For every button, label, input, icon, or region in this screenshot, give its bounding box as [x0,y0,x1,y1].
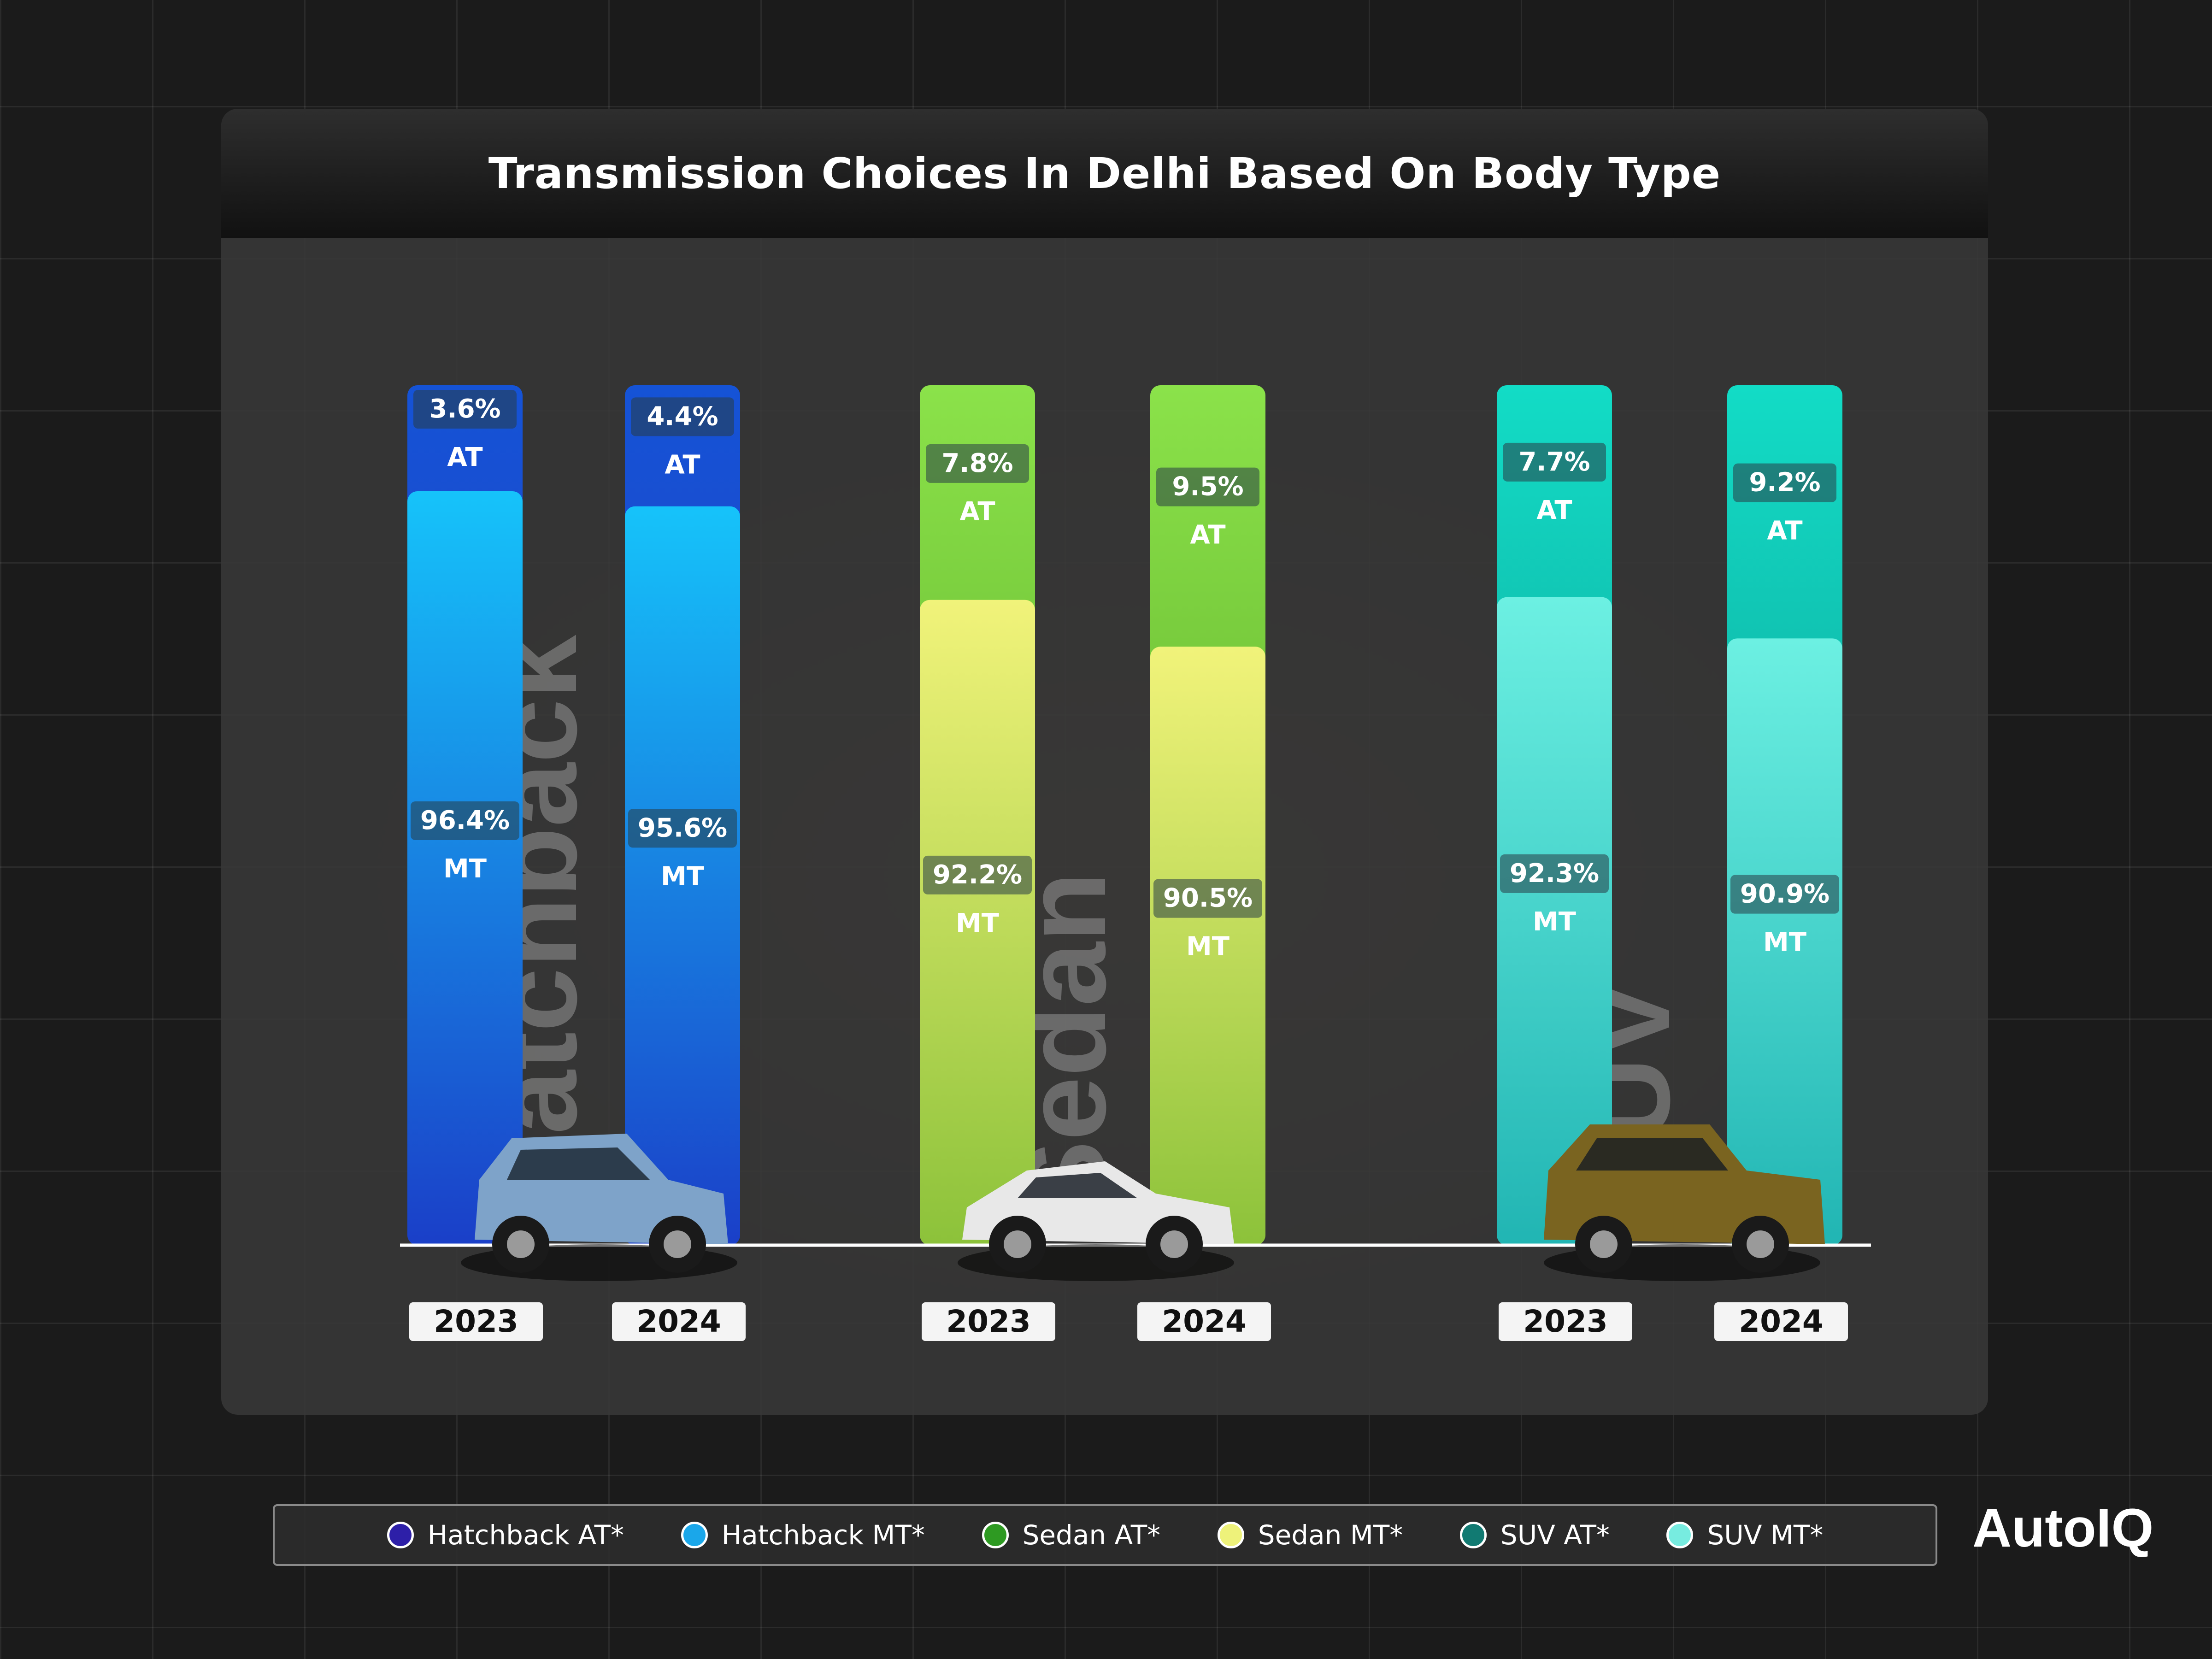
legend-label: Sedan AT* [1022,1519,1161,1551]
sedan-2023-year-label: 2023 [946,1304,1031,1339]
legend-item: SUV MT* [1666,1519,1823,1551]
sedan-2024-year-label: 2024 [1162,1304,1247,1339]
hatchback-2024-mt-value-chip [628,809,737,848]
legend-swatch [982,1522,1009,1548]
hatchback-2024-year-pill [612,1302,746,1341]
hatchback-2023-at-value: 3.6% [429,394,500,424]
sedan-2023-year-pill [922,1302,1055,1341]
hatchback-2023-at-value-chip [413,390,517,429]
chart-header: Transmission Choices In Delhi Based On B… [221,109,1988,238]
sedan-2024-at-value: 9.5% [1172,472,1243,502]
sedan-2023-at-label: AT [959,497,995,527]
legend-item: Sedan AT* [982,1519,1161,1551]
sedan-2024-mt-label: MT [1186,932,1230,962]
hatchback-2024-mt-value: 95.6% [638,813,727,843]
suv-2023-mt-value-chip [1500,854,1609,893]
legend-item: Hatchback MT* [681,1519,925,1551]
brand-logo: AutoIQ [1972,1498,2154,1559]
suv-2024-year-pill [1714,1302,1848,1341]
suv-2024-at-value-chip [1733,463,1836,502]
suv-2024-year-label: 2024 [1739,1304,1824,1339]
sedan-2023-mt-label: MT [956,908,999,938]
suv-2023-mt-label: MT [1533,907,1576,937]
legend-swatch [1217,1522,1244,1548]
suv-2023-mt-bar [1497,597,1612,1245]
legend-swatch [1666,1522,1694,1548]
hatchback-2023-year-pill [409,1302,543,1341]
suv-2024-mt-label: MT [1763,928,1806,958]
sedan-2023-mt-value: 92.2% [933,860,1022,890]
sedan-2023-mt-bar [920,600,1035,1245]
sedan-2024-year-pill [1137,1302,1271,1341]
sedan-2024-mt-value-chip [1153,879,1262,918]
sedan-2023-at-value-chip [926,444,1029,483]
suv-2023-at-value-chip [1503,442,1606,482]
legend-swatch [1459,1522,1487,1548]
sedan-2024-at-value-chip [1156,467,1259,506]
suv-2024-at-label: AT [1767,516,1802,546]
sedan-2024-mt-value: 90.5% [1163,883,1253,913]
hatchback-2023-mt-label: MT [443,854,487,884]
suv-2024-mt-value-chip [1730,875,1839,914]
legend-swatch [681,1522,708,1548]
legend-item: Hatchback AT* [387,1519,624,1551]
chart-title: Transmission Choices In Delhi Based On B… [488,148,1721,198]
suv-2024-mt-bar [1727,638,1842,1245]
legend-label: Sedan MT* [1258,1519,1403,1551]
sedan-2023-at-value: 7.8% [941,448,1013,478]
hatchback-2024-year-label: 2024 [636,1304,721,1339]
hatchback-2024-mt-label: MT [661,861,704,891]
legend-item: Sedan MT* [1217,1519,1403,1551]
hatchback-2024-at-value-chip [631,397,734,436]
sedan-2024-at-label: AT [1190,520,1225,550]
hatchback-car-illustration [461,1134,737,1281]
hatchback-2024-at-value: 4.4% [647,401,718,431]
hatchback-2024-at-label: AT [665,450,700,480]
chart-legend: Hatchback AT* Hatchback MT* Sedan AT* Sedan… [273,1504,1937,1566]
suv-2024-at-value: 9.2% [1749,468,1820,498]
suv-2023-at-label: AT [1536,495,1572,525]
legend-label: Hatchback AT* [427,1519,624,1551]
legend-item: SUV AT* [1459,1519,1610,1551]
suv-car-illustration [1544,1124,1825,1281]
hatchback-2023-mt-value: 96.4% [420,806,510,835]
legend-label: Hatchback MT* [721,1519,925,1551]
suv-2023-year-label: 2023 [1523,1304,1608,1339]
hatchback-2023-year-label: 2023 [434,1304,518,1339]
suv-2023-at-value: 7.7% [1518,447,1590,477]
suv-2023-year-pill [1499,1302,1632,1341]
sedan-2023-mt-value-chip [923,855,1032,894]
suv-2023-mt-value: 92.3% [1510,859,1599,888]
hatchback-2023-mt-value-chip [411,801,519,840]
legend-label: SUV AT* [1500,1519,1610,1551]
hatchback-2023-at-label: AT [447,442,482,472]
hatchback-2024-mt-bar [625,506,740,1245]
suv-2024-mt-value: 90.9% [1740,879,1830,909]
legend-swatch [387,1522,414,1548]
sedan-2024-mt-bar [1150,647,1265,1245]
hatchback-2023-mt-bar [407,491,523,1245]
sedan-car-illustration [958,1161,1234,1281]
legend-label: SUV MT* [1707,1519,1824,1551]
